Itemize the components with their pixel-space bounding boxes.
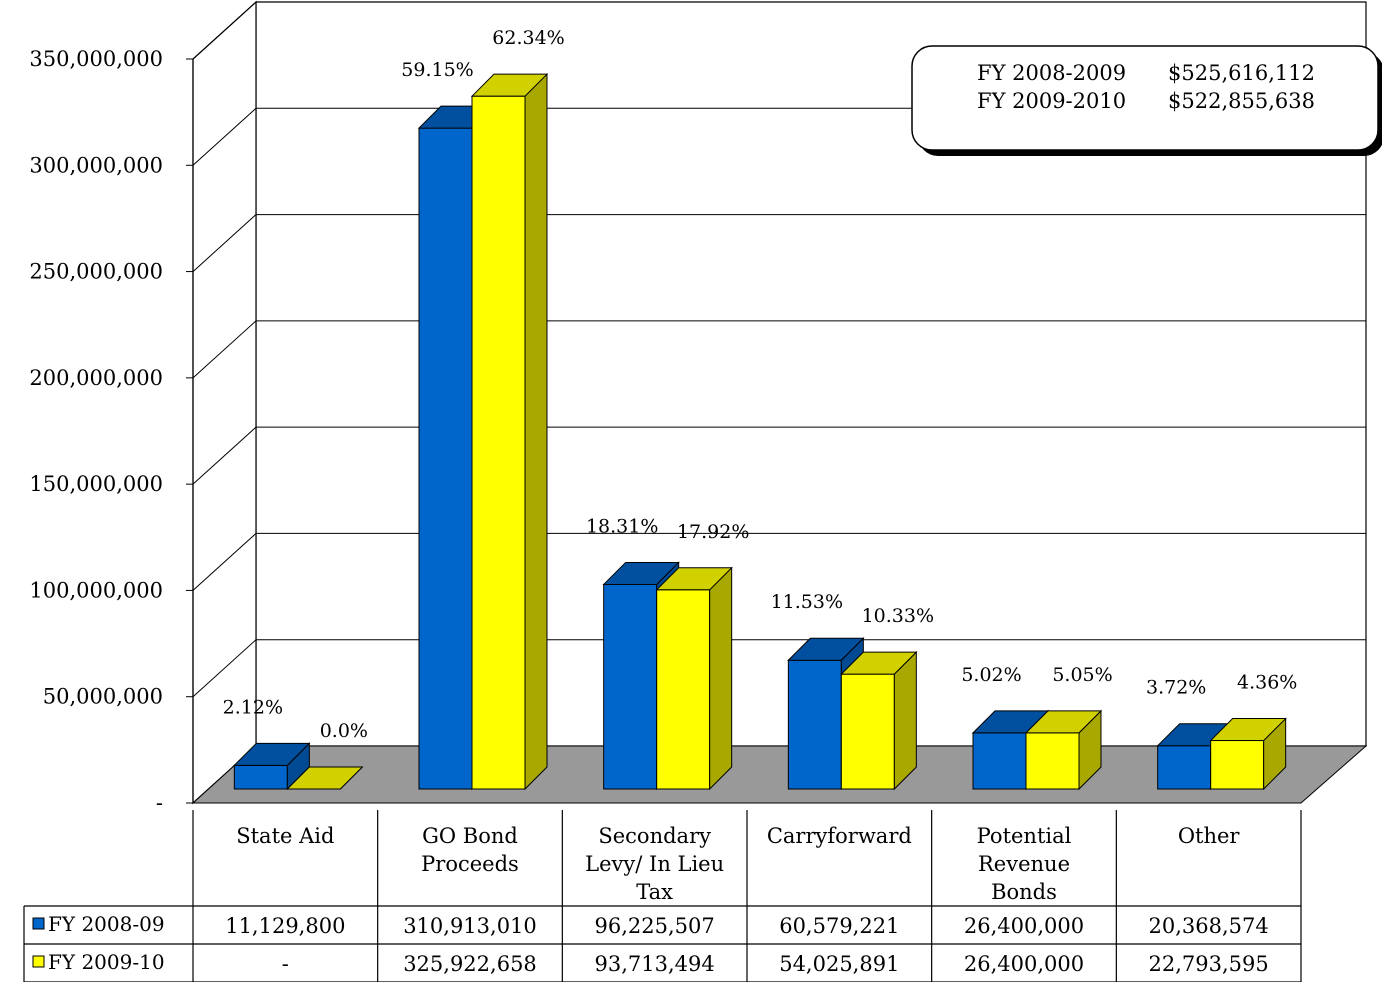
bar-top <box>840 651 918 675</box>
side-wall <box>192 0 257 805</box>
bar-top <box>233 742 311 766</box>
category-label: Other <box>1178 824 1241 848</box>
bar-top <box>1024 710 1103 734</box>
gridline-depth <box>192 107 257 166</box>
bar-side <box>893 650 917 791</box>
y-axis: - 50,000,000 100,000,000 150,000,000 200,000… <box>29 47 194 815</box>
category-label: Revenue <box>978 852 1070 876</box>
percent-label: 11.53% <box>771 591 843 613</box>
percent-label: 3.72% <box>1146 677 1206 699</box>
bar-top <box>286 766 364 790</box>
table-value: 310,913,010 <box>403 914 537 938</box>
bar-top <box>655 567 733 591</box>
category-label: GO Bond <box>422 824 518 848</box>
bar-top <box>602 561 680 585</box>
category-label: Proceeds <box>421 852 519 876</box>
table-value: 22,793,595 <box>1149 952 1269 976</box>
bar <box>1024 709 1103 791</box>
totals-line-2-label: FY 2009-2010 <box>977 89 1126 113</box>
bar-top <box>787 637 865 661</box>
bar <box>655 566 733 791</box>
totals-annotation: FY 2008-2009 $525,616,112 FY 2009-2010 $… <box>911 45 1382 156</box>
y-tick-label: 250,000,000 <box>29 260 163 284</box>
y-tick-label: 300,000,000 <box>29 153 163 177</box>
category-label: Tax <box>636 880 673 904</box>
table-value: 93,713,494 <box>595 952 715 976</box>
gridline-depth <box>192 1 257 60</box>
percent-label: 4.36% <box>1237 672 1297 694</box>
bar-front <box>1025 732 1080 790</box>
data-table: State Aid GO Bond Proceeds Secondary Levy/ I… <box>23 810 1302 982</box>
percent-label: 0.0% <box>320 720 368 742</box>
table-value: - <box>282 952 289 976</box>
table-value: 26,400,000 <box>964 914 1084 938</box>
table-value: 96,225,507 <box>595 914 715 938</box>
bar <box>470 72 549 791</box>
bar-front <box>603 583 658 790</box>
gridline-depth <box>192 639 257 698</box>
legend-series-name: FY 2009-10 <box>48 950 165 974</box>
bar-top <box>1209 718 1287 742</box>
category-label: Levy/ In Lieu <box>585 852 724 876</box>
bar-front <box>972 732 1027 790</box>
bar-front <box>418 127 473 790</box>
bar <box>1209 717 1287 791</box>
bar-front <box>471 95 526 790</box>
table-value: 325,922,658 <box>403 952 537 976</box>
percent-label: 5.05% <box>1052 664 1112 686</box>
bar-front <box>1210 740 1265 790</box>
bar-top <box>470 73 549 97</box>
table-value: 11,129,800 <box>225 914 345 938</box>
percent-label: 62.34% <box>492 27 564 49</box>
table-value: 26,400,000 <box>964 952 1084 976</box>
category-label: Bonds <box>991 880 1057 904</box>
percent-label: 18.31% <box>586 515 658 537</box>
legend-key <box>32 955 45 968</box>
table-value: 54,025,891 <box>779 952 899 976</box>
percent-label: 17.92% <box>677 521 749 543</box>
gridline-depth <box>192 533 257 591</box>
category-label: Secondary <box>598 824 711 848</box>
bar <box>233 742 311 791</box>
y-tick-label: 150,000,000 <box>29 472 163 496</box>
bar <box>286 766 364 790</box>
bar-front <box>233 764 288 790</box>
category-label: Potential <box>977 824 1072 848</box>
totals-line-2-value: $522,855,638 <box>1168 89 1315 113</box>
y-tick-label: 350,000,000 <box>29 47 163 71</box>
legend-key <box>32 917 45 930</box>
bar <box>787 637 865 791</box>
bar-side <box>709 566 733 791</box>
gridline-depth <box>192 426 257 485</box>
percent-label: 10.33% <box>862 605 934 627</box>
bar-front <box>656 589 711 790</box>
y-tick-label: 50,000,000 <box>43 685 163 709</box>
percent-label: 2.12% <box>223 696 283 718</box>
totals-box <box>911 45 1379 151</box>
totals-line-1-label: FY 2008-2009 <box>977 61 1126 85</box>
table-value: 60,579,221 <box>779 914 899 938</box>
legend-series-name: FY 2008-09 <box>48 912 165 936</box>
totals-line-1-value: $525,616,112 <box>1168 61 1315 85</box>
bar-front <box>840 673 895 790</box>
gridline-depth <box>192 214 257 272</box>
bar <box>840 650 918 791</box>
bars <box>233 72 1287 791</box>
table-value: 20,368,574 <box>1149 914 1269 938</box>
percent-labels: 2.12% 0.0% 59.15% 62.34% 18.31% 17.92% 11.53% 1… <box>223 27 1298 742</box>
percent-label: 5.02% <box>961 664 1021 686</box>
y-tick-label: 100,000,000 <box>29 578 163 602</box>
category-label: State Aid <box>236 824 334 848</box>
percent-label: 59.15% <box>401 59 473 81</box>
y-tick-label: 200,000,000 <box>29 366 163 390</box>
gridline-depth <box>192 320 257 379</box>
bar-front <box>1157 745 1212 790</box>
bar-front <box>787 659 842 790</box>
bar-side <box>524 72 548 791</box>
y-tick-label: - <box>156 791 163 815</box>
category-label: Carryforward <box>767 824 912 848</box>
